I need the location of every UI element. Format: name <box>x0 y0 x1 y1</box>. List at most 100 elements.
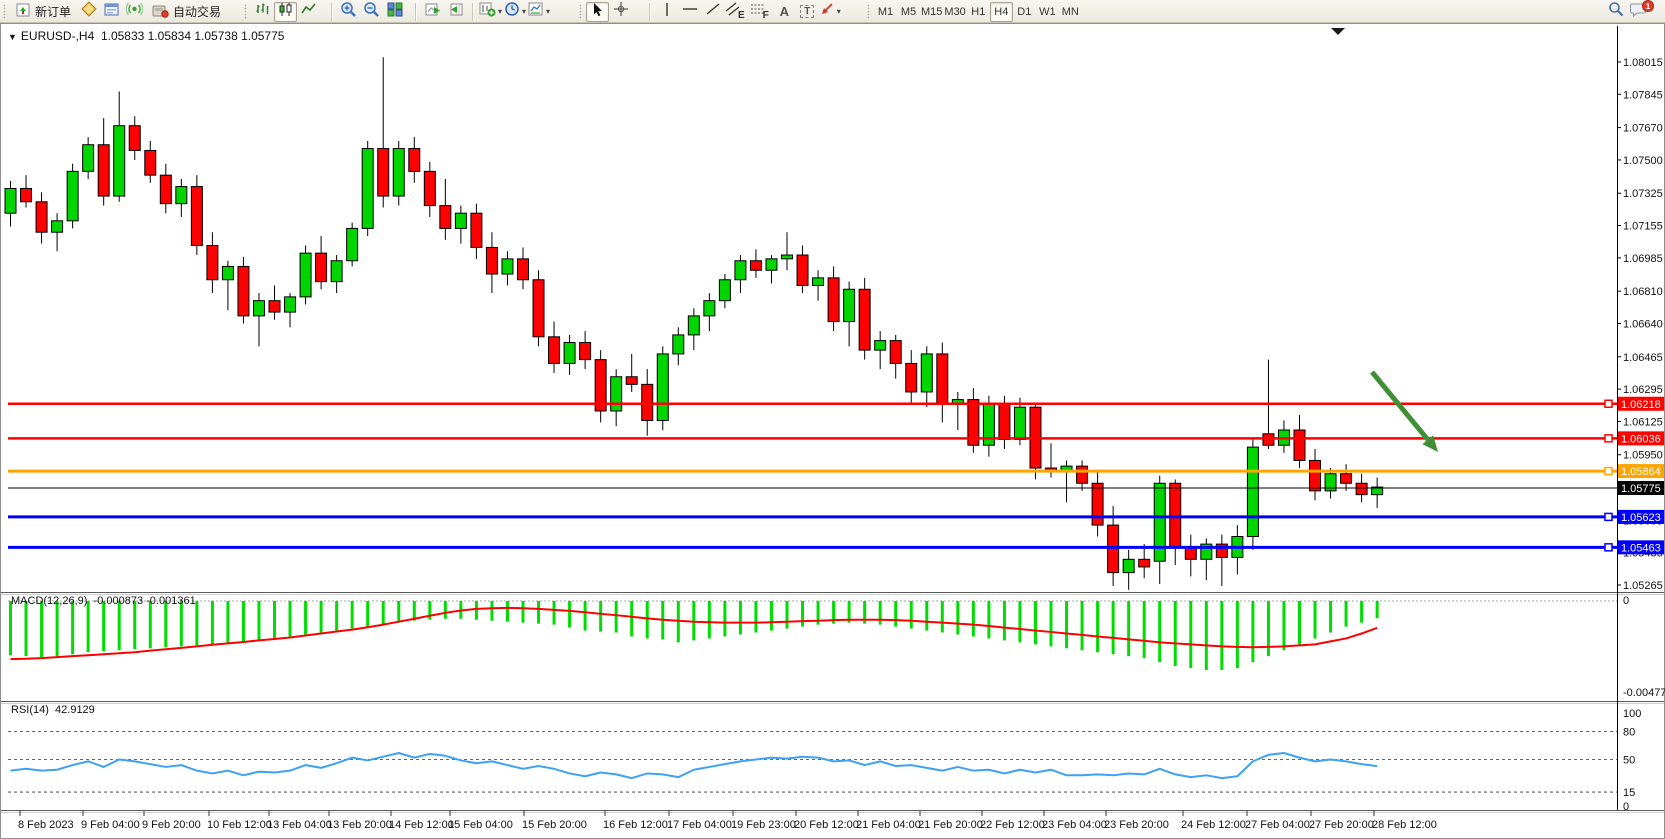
fibonacci-tool-button[interactable]: F <box>749 2 773 22</box>
timeframe-button-h4[interactable]: H4 <box>989 1 1013 22</box>
bull-candle <box>610 376 623 412</box>
symbol-dropdown-icon[interactable]: ▼ <box>8 32 17 42</box>
bar-chart-button[interactable] <box>251 2 274 22</box>
time-axis-label: 23 Feb 20:00 <box>1104 819 1169 831</box>
bear-candle <box>159 174 172 205</box>
notifications-button[interactable]: 1 <box>1627 0 1654 22</box>
annotation-arrow[interactable] <box>1370 370 1438 452</box>
macd-axis: 0 -0.00477 <box>1623 595 1665 699</box>
chart-shift-button[interactable] <box>444 2 467 22</box>
bear-candle <box>1107 524 1120 574</box>
toolbar-grip[interactable] <box>579 3 583 20</box>
tile-windows-button[interactable] <box>383 2 406 22</box>
hline-handle <box>1604 399 1613 409</box>
periods-button[interactable]: ▾ <box>503 2 527 22</box>
bull-candle <box>284 296 297 313</box>
time-axis-label: 16 Feb 12:00 <box>603 819 668 831</box>
time-axis-label: 19 Feb 23:00 <box>731 819 796 831</box>
bear-candle <box>206 245 219 281</box>
svg-text:1.06295: 1.06295 <box>1623 384 1663 396</box>
zoom-in-button[interactable] <box>337 2 360 22</box>
timeframe-button-m1[interactable]: M1 <box>877 5 894 18</box>
autotrading-button[interactable]: 自动交易 <box>146 2 227 22</box>
bear-candle <box>1091 482 1104 526</box>
chart-quote-values: 1.05833 1.05834 1.05738 1.05775 <box>100 29 285 43</box>
timeframe-button-m30[interactable]: M30 <box>944 5 966 18</box>
timeframe-button-m15[interactable]: M15 <box>921 5 943 18</box>
bear-candle <box>268 300 281 313</box>
toolbar-group-zoom <box>327 1 406 22</box>
clock-icon <box>504 1 520 22</box>
dropdown-arrow-icon[interactable]: ▾ <box>546 7 551 16</box>
trendline-tool-button[interactable] <box>701 2 724 22</box>
toolbar-separator <box>649 2 651 21</box>
bear-candle <box>97 144 110 197</box>
new-order-button[interactable]: 新订单 <box>10 2 77 22</box>
price-line-badge <box>1618 396 1664 411</box>
bull-candle <box>1153 482 1166 562</box>
market-watch-button[interactable] <box>77 1 100 22</box>
bear-candle <box>144 149 157 176</box>
timeframe-button-h1[interactable]: H1 <box>971 5 986 18</box>
main-toolbar: 新订单 自动交易 <box>0 0 1665 23</box>
time-axis-label: 20 Feb 12:00 <box>794 819 859 831</box>
bull-candle <box>299 252 312 298</box>
auto-scroll-button[interactable] <box>421 2 444 22</box>
crosshair-button[interactable] <box>609 2 632 22</box>
timeframe-button-mn[interactable]: MN <box>1061 5 1079 18</box>
zoom-out-button[interactable] <box>360 2 383 22</box>
horizontal-line-icon <box>682 2 698 21</box>
bull-candle <box>501 258 514 275</box>
toolbar-group-right: 1 <box>1604 0 1654 22</box>
search-button[interactable] <box>1604 2 1627 22</box>
chart-shift-marker[interactable] <box>1331 28 1345 35</box>
bear-candle <box>1215 543 1228 558</box>
hline-handle <box>1604 466 1613 476</box>
new-chart-icon <box>479 1 496 22</box>
bear-candle <box>470 212 483 248</box>
bull-candle <box>1246 446 1259 537</box>
dropdown-arrow-icon[interactable]: ▾ <box>522 7 527 16</box>
toolbar-grip[interactable] <box>244 3 248 20</box>
cursor-button[interactable] <box>586 1 609 22</box>
arrows-tool-button[interactable]: ▾ <box>819 2 842 22</box>
timeframe-button-w1[interactable]: W1 <box>1039 5 1056 18</box>
time-axis-label: 15 Feb 04:00 <box>448 819 513 831</box>
bear-candle <box>594 359 607 412</box>
new-chart-button[interactable]: ▾ <box>478 2 503 22</box>
bear-candle <box>1076 465 1089 484</box>
toolbar-grip[interactable] <box>867 3 871 20</box>
svg-text:80: 80 <box>1623 727 1635 739</box>
candlestick-chart-button[interactable] <box>274 1 297 22</box>
time-axis-label: 24 Feb 12:00 <box>1181 819 1246 831</box>
search-icon <box>1608 1 1624 22</box>
timeframe-button-d1[interactable]: D1 <box>1017 5 1032 18</box>
price-line-badge-label: 1.05864 <box>1621 466 1661 478</box>
text-tool-button[interactable]: A <box>773 2 796 22</box>
timeframe-button-m5[interactable]: M5 <box>900 5 917 18</box>
svg-text:1.07670: 1.07670 <box>1623 123 1663 135</box>
text-label-tool-button[interactable]: T <box>796 2 819 22</box>
vertical-line-tool-button[interactable] <box>655 2 678 22</box>
horizontal-line-tool-button[interactable] <box>678 2 701 22</box>
horizontal-lines-layer[interactable]: 1.06218 1.06036 1.05864 1.05775 1.05623 1.054… <box>8 396 1664 555</box>
toolbar-group-scroll <box>411 1 467 22</box>
signals-button[interactable] <box>123 2 146 22</box>
toolbar-grip[interactable] <box>3 3 7 20</box>
time-axis[interactable]: 8 Feb 2023 9 Feb 04:00 9 Feb 20:00 10 Feb 1… <box>18 811 1437 831</box>
svg-text:1.05265: 1.05265 <box>1623 580 1663 592</box>
chart-title: ▼ EURUSD-,H4 1.05833 1.05834 1.05738 1.05… <box>8 29 284 43</box>
dropdown-arrow-icon[interactable]: ▾ <box>498 7 503 16</box>
time-axis-label: 28 Feb 12:00 <box>1372 819 1437 831</box>
data-window-button[interactable] <box>100 2 123 22</box>
bear-candle <box>1184 547 1197 560</box>
line-chart-button[interactable] <box>297 2 320 22</box>
toolbar-separator <box>331 2 333 21</box>
templates-button[interactable]: ▾ <box>527 2 551 22</box>
dropdown-arrow-icon[interactable]: ▾ <box>836 7 841 16</box>
equidistant-channel-tool-button[interactable]: E <box>724 2 749 22</box>
time-axis-label: 27 Feb 20:00 <box>1309 819 1374 831</box>
bear-candle <box>998 402 1011 441</box>
bear-candle <box>625 376 638 385</box>
